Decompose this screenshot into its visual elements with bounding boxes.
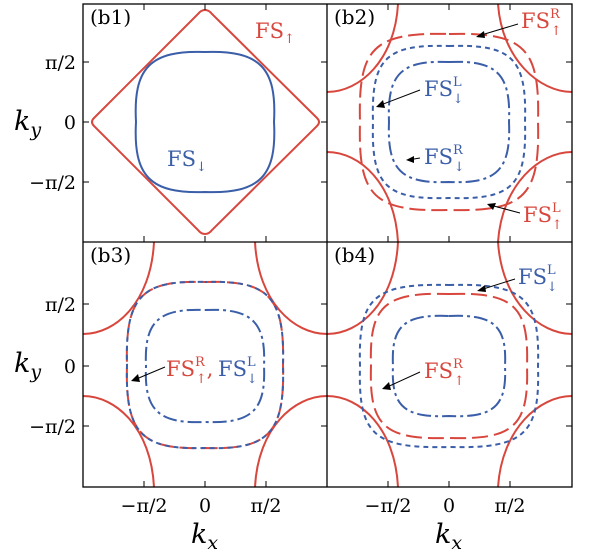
fs-up-r-dashed-curve — [369, 292, 529, 440]
y-tick-bottom: −π/2 — [29, 416, 76, 438]
fs-up-r-label: FSR ↑ — [521, 7, 562, 39]
fs-up-diamond-curve — [91, 8, 320, 236]
fs-down-l-label: FSL ↓ — [518, 263, 558, 295]
fs-down-l-dashed-curve — [125, 280, 285, 450]
x-tick-zero: 0 — [199, 495, 211, 517]
arrowhead-fs-down-l — [477, 285, 486, 292]
panel-label-b4: (b4) — [334, 243, 375, 267]
fs-down-r-dashdot-curve — [391, 314, 507, 418]
fs-up-label: FS↑ — [255, 19, 295, 47]
fs-down-l-dashed-curve — [371, 44, 527, 200]
x-axis-label: kx — [435, 519, 462, 553]
panel-b1 — [91, 8, 320, 236]
axis-labels: ky ky kx kx — [14, 106, 462, 553]
arrowhead-fs-up-r — [382, 382, 391, 390]
y-tick-bottom: −π/2 — [29, 172, 76, 194]
panel-b2-annotations: (b2) FSR ↑ FSL ↓ FSR ↓ FSL ↑ — [334, 5, 563, 233]
y-tick-top: π/2 — [45, 294, 76, 316]
x-tick-right: π/2 — [251, 495, 282, 517]
fs-down-rounded-square-curve — [134, 50, 276, 194]
x-axis-label: kx — [191, 519, 218, 553]
x-tick-zero: 0 — [443, 495, 455, 517]
panel-label-b3: (b3) — [90, 243, 131, 267]
fs-down-r-dashdot-curve — [387, 60, 511, 184]
y-axis-label: ky — [14, 348, 41, 383]
arrowhead-fs-down-l — [376, 100, 385, 108]
fs-down-r-dashdot-curve — [144, 308, 266, 424]
fs-corner-arcs — [327, 4, 572, 242]
fs-up-r-label: FSR ↑ — [424, 357, 465, 389]
x-tick-right: π/2 — [495, 495, 526, 517]
arrow-fs-down-l — [377, 89, 421, 107]
panel-b3 — [83, 242, 327, 487]
panel-frames — [82, 3, 573, 488]
y-tick-top: π/2 — [45, 52, 76, 74]
arrow-fs-up-r — [477, 23, 519, 37]
panel-b1-annotations: (b1) FS↑ FS↓ — [90, 5, 295, 175]
fs-down-label: FS↓ — [167, 147, 207, 175]
fs-corner-arcs — [83, 242, 327, 487]
fs-corner-arcs — [327, 242, 572, 487]
fs-down-l-label: FSL ↓ — [218, 355, 258, 387]
fs-up-r-dashed-curve — [358, 32, 540, 212]
fs-up-l-label: FSL ↑ — [523, 201, 563, 233]
fs-up-r-label: FSR ↑, — [166, 355, 213, 387]
x-tick-left: −π/2 — [365, 495, 412, 517]
fs-up-r-dashed-curve — [125, 280, 285, 450]
panel-b4-annotations: (b4) FSL ↓ FSR ↑ — [334, 243, 558, 390]
arrowhead-fs-down-r — [406, 156, 414, 163]
arrow-fs-down-l — [479, 278, 516, 291]
arrowhead-fs-up-r — [476, 31, 485, 38]
y-axis-label: ky — [14, 106, 41, 141]
panel-b3-annotations: (b3) FSR ↑, FSL ↓ — [90, 243, 258, 387]
panel-b4 — [327, 242, 572, 487]
axis-ticks — [83, 4, 572, 487]
fs-down-r-label: FSR ↓ — [424, 143, 465, 175]
panel-b2 — [327, 4, 572, 242]
arrow-fs-up-r-l — [133, 366, 166, 381]
x-tick-left: −π/2 — [121, 495, 168, 517]
arrow-fs-up-r — [384, 371, 421, 389]
y-tick-zero: 0 — [64, 112, 76, 134]
panel-label-b2: (b2) — [334, 5, 375, 29]
arrow-fs-up-l — [489, 204, 521, 214]
y-tick-zero: 0 — [64, 356, 76, 378]
arrowhead-fs-up-l — [487, 203, 496, 210]
panel-label-b1: (b1) — [90, 5, 131, 29]
x-tick-labels: −π/2 0 π/2 −π/2 0 π/2 — [121, 495, 526, 517]
fs-down-l-label: FSL ↓ — [424, 75, 464, 107]
arrowhead-fs-up-r-l — [131, 374, 140, 382]
fs-down-l-dashed-curve — [358, 283, 540, 449]
y-tick-labels: π/2 0 −π/2 π/2 0 −π/2 — [29, 52, 76, 438]
